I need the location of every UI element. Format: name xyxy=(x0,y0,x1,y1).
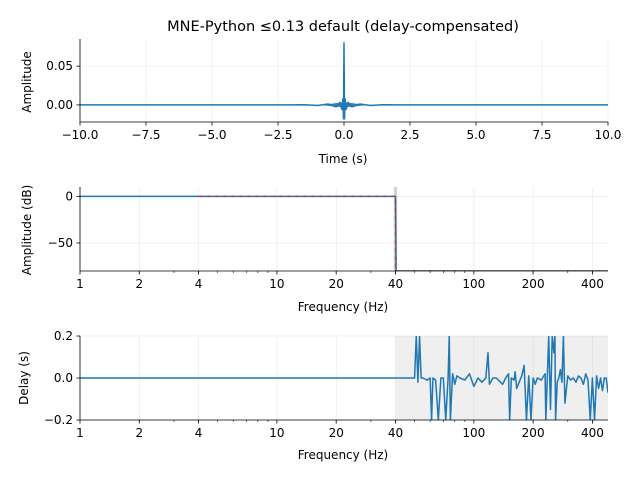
ax2-xtick-label: 20 xyxy=(329,426,344,440)
ax1-ytick-label: −50 xyxy=(48,236,73,250)
ax2-ytick-label: 0.2 xyxy=(54,329,73,343)
impulse-response-axes: −10.0 −7.5 −5.0 −2.5 0.0 2.5 5.0 7.5 10.0 0.00 0.0… xyxy=(46,39,621,142)
ax1-xtick-label: 10 xyxy=(269,277,284,291)
ax0-ytick-label: 0.00 xyxy=(46,98,73,112)
ax0-xtick-label: 2.5 xyxy=(400,128,419,142)
ax0-ylabel: Amplitude xyxy=(20,51,34,113)
ax1-series-1 xyxy=(198,195,608,271)
ax1-ytick-label: 0 xyxy=(65,189,73,203)
ax2-xtick-label: 1 xyxy=(76,426,84,440)
ax1-xtick-label: 400 xyxy=(581,277,604,291)
ax0-series-0-envelope xyxy=(296,102,392,108)
group-delay-axes: 1 2 4 10 20 40 100 200 400 0.2 0.0 −0.2 xyxy=(44,329,608,440)
ax2-xtick-label: 100 xyxy=(462,426,485,440)
ax0-xtick-label: −5.0 xyxy=(197,128,226,142)
ax1-xtick-label: 40 xyxy=(388,277,403,291)
ax0-plot-area xyxy=(80,42,608,120)
chart-title: MNE-Python ≤0.13 default (delay-compensa… xyxy=(167,19,519,35)
ax1-ylabel: Amplitude (dB) xyxy=(20,185,34,276)
ax0-xtick-label: 5.0 xyxy=(466,128,485,142)
ax1-xtick-label: 200 xyxy=(522,277,545,291)
ax1-xtick-label: 1 xyxy=(76,277,84,291)
ax0-xtick-label: −7.5 xyxy=(131,128,160,142)
ax0-xtick-label: −2.5 xyxy=(263,128,292,142)
ax1-plot-area xyxy=(80,195,608,271)
ax2-series-0 xyxy=(80,336,608,420)
ax1-xtick-label: 2 xyxy=(135,277,143,291)
ax1-xlabel: Frequency (Hz) xyxy=(298,300,389,314)
ax2-xlabel: Frequency (Hz) xyxy=(298,448,389,462)
ax2-plot-area xyxy=(80,336,608,420)
ax2-ylabel: Delay (s) xyxy=(17,351,31,405)
ax2-ytick-label: −0.2 xyxy=(44,413,73,427)
ax1-xtick-label: 20 xyxy=(329,277,344,291)
ax2-xtick-label: 2 xyxy=(135,426,143,440)
ax0-xtick-label: 0.0 xyxy=(334,128,353,142)
magnitude-response-axes: 1 2 4 10 20 40 100 200 400 0 −50 xyxy=(48,187,608,291)
ax0-xtick-label: 10.0 xyxy=(595,128,622,142)
ax2-xtick-label: 4 xyxy=(195,426,203,440)
ax2-xtick-label: 10 xyxy=(269,426,284,440)
ax0-ytick-label: 0.05 xyxy=(46,59,73,73)
ax1-series-0 xyxy=(80,195,608,271)
ax0-xtick-label: −10.0 xyxy=(62,128,99,142)
ax1-xtick-label: 4 xyxy=(195,277,203,291)
ax0-xlabel: Time (s) xyxy=(318,152,368,166)
ax1-xtick-label: 100 xyxy=(462,277,485,291)
ax2-xtick-label: 200 xyxy=(522,426,545,440)
ax0-xtick-label: 7.5 xyxy=(532,128,551,142)
ax2-xtick-label: 400 xyxy=(581,426,604,440)
ax2-xtick-label: 40 xyxy=(388,426,403,440)
ax2-ytick-label: 0.0 xyxy=(54,371,73,385)
